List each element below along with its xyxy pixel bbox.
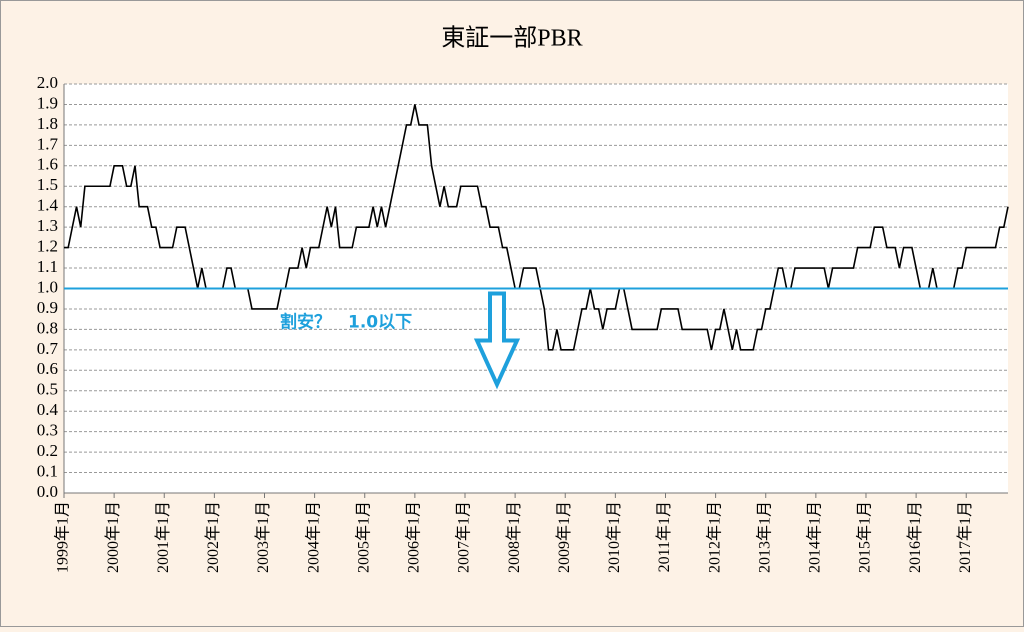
y-tick-label: 1.5	[37, 175, 58, 194]
y-tick-label: 0.9	[37, 298, 58, 317]
x-tick-label: 2004年1月	[304, 501, 322, 573]
x-tick-label: 2011年1月	[655, 501, 673, 572]
x-tick-label: 2000年1月	[104, 501, 122, 573]
x-tick-label: 2009年1月	[555, 501, 573, 573]
y-tick-label: 1.3	[37, 216, 58, 235]
arrow	[473, 291, 521, 390]
y-tick-label: 1.4	[37, 196, 59, 215]
chart-title: 東証一部PBR	[441, 25, 582, 52]
y-tick-label: 0.8	[37, 318, 58, 337]
x-tick-label: 2015年1月	[856, 501, 874, 573]
y-tick-label: 0.2	[37, 441, 58, 460]
x-tick-label: 2005年1月	[354, 501, 372, 573]
y-tick-label: 2.0	[37, 73, 58, 92]
y-tick-label: 1.1	[37, 257, 58, 276]
x-tick-label: 2010年1月	[605, 501, 623, 573]
y-tick-label: 0.0	[37, 482, 58, 501]
x-tick-label: 2003年1月	[254, 501, 272, 573]
x-tick-label: 2014年1月	[806, 501, 824, 573]
x-tick-label: 2001年1月	[154, 501, 172, 573]
x-tick-label: 2017年1月	[956, 501, 974, 573]
y-tick-label: 1.0	[37, 277, 58, 296]
y-tick-label: 1.9	[37, 93, 58, 112]
y-tick-label: 1.2	[37, 237, 58, 256]
x-tick-label: 2006年1月	[405, 501, 423, 573]
y-tick-label: 0.3	[37, 421, 58, 440]
x-tick-label: 2008年1月	[505, 501, 523, 573]
y-tick-label: 1.7	[37, 134, 59, 153]
x-tick-label: 2002年1月	[204, 501, 222, 573]
annotation: 割安？ 1.0以下	[280, 312, 412, 333]
y-tick-label: 0.6	[37, 359, 58, 378]
y-tick-label: 0.5	[37, 380, 58, 399]
y-tick-label: 1.8	[37, 114, 58, 133]
x-tick-label: 1999年1月	[54, 501, 72, 573]
x-tick-label: 2012年1月	[705, 501, 723, 573]
x-tick-label: 2007年1月	[455, 501, 473, 573]
x-tick-label: 2013年1月	[755, 501, 773, 573]
y-tick-label: 0.1	[37, 461, 58, 480]
y-tick-label: 0.4	[37, 400, 59, 419]
x-tick-label: 2016年1月	[906, 501, 924, 573]
y-tick-label: 1.6	[37, 155, 58, 174]
y-tick-label: 0.7	[37, 339, 59, 358]
